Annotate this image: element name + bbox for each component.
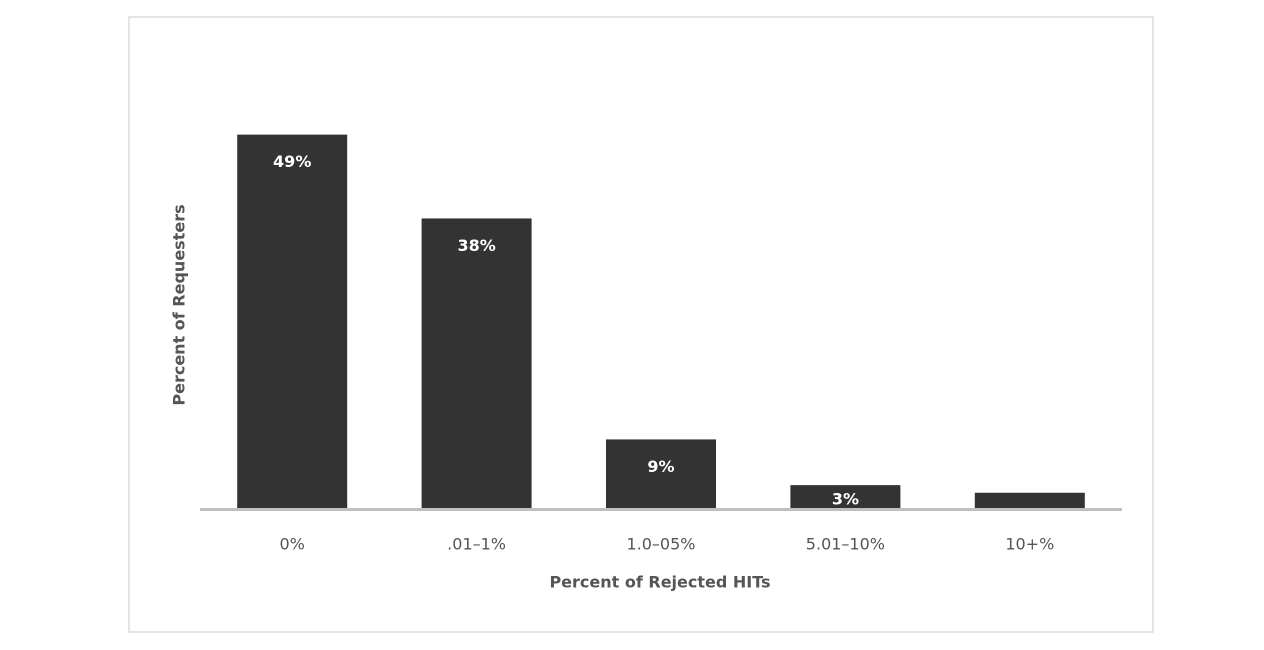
value-label: 38% xyxy=(457,236,495,255)
bar xyxy=(421,218,532,508)
value-label: 3% xyxy=(832,490,859,509)
bar xyxy=(974,492,1085,508)
x-axis-title: Percent of Rejected HITs xyxy=(549,573,770,592)
value-label: 49% xyxy=(273,152,311,171)
x-tick-label: 1.0–05% xyxy=(626,535,695,554)
value-label: 9% xyxy=(647,457,674,476)
y-axis-title: Percent of Requesters xyxy=(170,204,189,405)
x-tick-label: .01–1% xyxy=(447,535,506,554)
bar xyxy=(237,134,348,508)
bar xyxy=(790,485,901,508)
bar xyxy=(606,439,716,508)
x-tick-label: 10+% xyxy=(1005,535,1054,554)
x-tick-label: 0% xyxy=(280,535,305,554)
x-tick-label: 5.01–10% xyxy=(806,535,885,554)
